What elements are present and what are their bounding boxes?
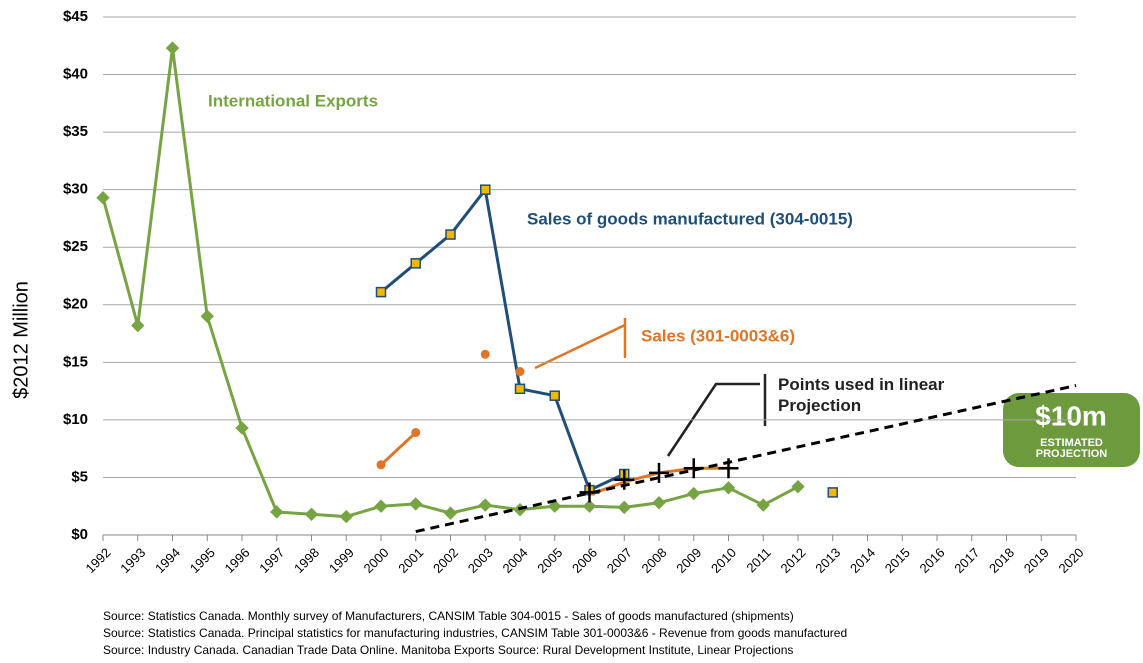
annotation: International Exports	[208, 91, 378, 110]
leader	[534, 323, 626, 370]
marker	[375, 286, 387, 298]
y-tick-label: $25	[63, 238, 88, 255]
x-tick-label: 2016	[916, 545, 947, 576]
marker	[480, 184, 491, 195]
x-tick-label: 1999	[326, 545, 357, 576]
x-tick-label: 2014	[847, 545, 878, 576]
marker	[687, 486, 701, 501]
x-tick-label: 1995	[187, 545, 218, 576]
marker	[756, 498, 770, 512]
marker	[515, 367, 525, 377]
marker	[374, 499, 388, 513]
marker	[409, 497, 423, 511]
series-line	[101, 46, 799, 519]
x-tick-label: 2006	[569, 545, 600, 576]
marker	[582, 499, 597, 513]
x-tick-label: 1994	[152, 545, 183, 576]
y-tick-label: $30	[63, 181, 88, 198]
marker	[165, 41, 180, 55]
annotation: Points used in linear Projection	[778, 375, 945, 415]
x-tick-label: 2003	[465, 545, 496, 576]
y-tick-label: $5	[71, 468, 88, 485]
marker	[827, 487, 838, 498]
series-line	[381, 354, 485, 465]
y-tick-label: $20	[63, 296, 88, 313]
y-tick-label: $15	[63, 353, 88, 370]
marker	[235, 421, 249, 435]
marker	[514, 383, 526, 395]
marker	[721, 481, 736, 495]
x-tick-label: 1998	[291, 545, 322, 576]
y-axis-label: $2012 Million	[10, 281, 32, 399]
badge-label: ESTIMATED PROJECTION	[1035, 438, 1108, 460]
leader	[666, 382, 760, 457]
x-tick-label: 2010	[708, 545, 739, 576]
x-tick-label: 2013	[812, 545, 843, 576]
y-tick-label: $40	[63, 66, 88, 83]
marker	[548, 499, 562, 513]
marker	[339, 509, 353, 524]
x-tick-label: 2011	[743, 545, 773, 575]
x-tick-label: 2009	[673, 545, 704, 576]
marker	[376, 460, 386, 470]
y-tick-label: $10	[63, 411, 88, 428]
source: Source: Statistics Canada. Monthly surve…	[103, 609, 794, 623]
x-tick-label: 1996	[221, 545, 252, 576]
annotation: Sales of goods manufactured (304-0015)	[527, 209, 853, 228]
x-tick-label: 2001	[395, 545, 426, 576]
x-tick-label: 2020	[1055, 545, 1086, 576]
marker	[96, 191, 110, 205]
y-tick-label: $35	[63, 123, 88, 140]
x-tick-label: 1992	[82, 545, 113, 576]
marker	[480, 349, 490, 359]
x-tick-label: 2015	[882, 545, 913, 576]
x-tick-label: 1993	[117, 545, 148, 576]
y-tick-label: $45	[63, 8, 88, 25]
annotation: Sales (301-0003&6)	[641, 326, 795, 345]
x-tick-label: 1997	[256, 545, 287, 576]
x-tick-label: 2005	[534, 545, 565, 576]
x-tick-label: 2017	[951, 545, 982, 576]
x-tick-label: 2018	[986, 545, 1017, 576]
badge-value: $10m	[1035, 400, 1107, 431]
source: Source: Industry Canada. Canadian Trade …	[103, 643, 793, 657]
marker	[411, 428, 421, 438]
marker	[445, 229, 456, 240]
marker	[791, 479, 805, 494]
x-tick-label: 2012	[777, 545, 808, 576]
x-tick-label: 2002	[430, 545, 461, 576]
marker	[649, 462, 669, 483]
marker	[443, 506, 458, 520]
marker	[131, 318, 145, 333]
x-tick-label: 2019	[1021, 545, 1052, 576]
x-tick-label: 2000	[360, 545, 391, 576]
series-line	[415, 384, 1077, 534]
x-tick-label: 2004	[499, 545, 530, 576]
marker	[652, 496, 666, 510]
marker	[270, 505, 284, 519]
x-tick-label: 2008	[638, 545, 669, 576]
marker	[549, 390, 560, 401]
marker	[200, 309, 214, 323]
y-tick-label: $0	[71, 526, 88, 543]
marker	[410, 258, 421, 269]
marker	[617, 500, 631, 515]
badge	[1003, 393, 1140, 467]
source: Source: Statistics Canada. Principal sta…	[103, 626, 847, 640]
marker	[304, 507, 319, 521]
marker	[478, 498, 492, 512]
x-tick-label: 2007	[604, 545, 635, 576]
